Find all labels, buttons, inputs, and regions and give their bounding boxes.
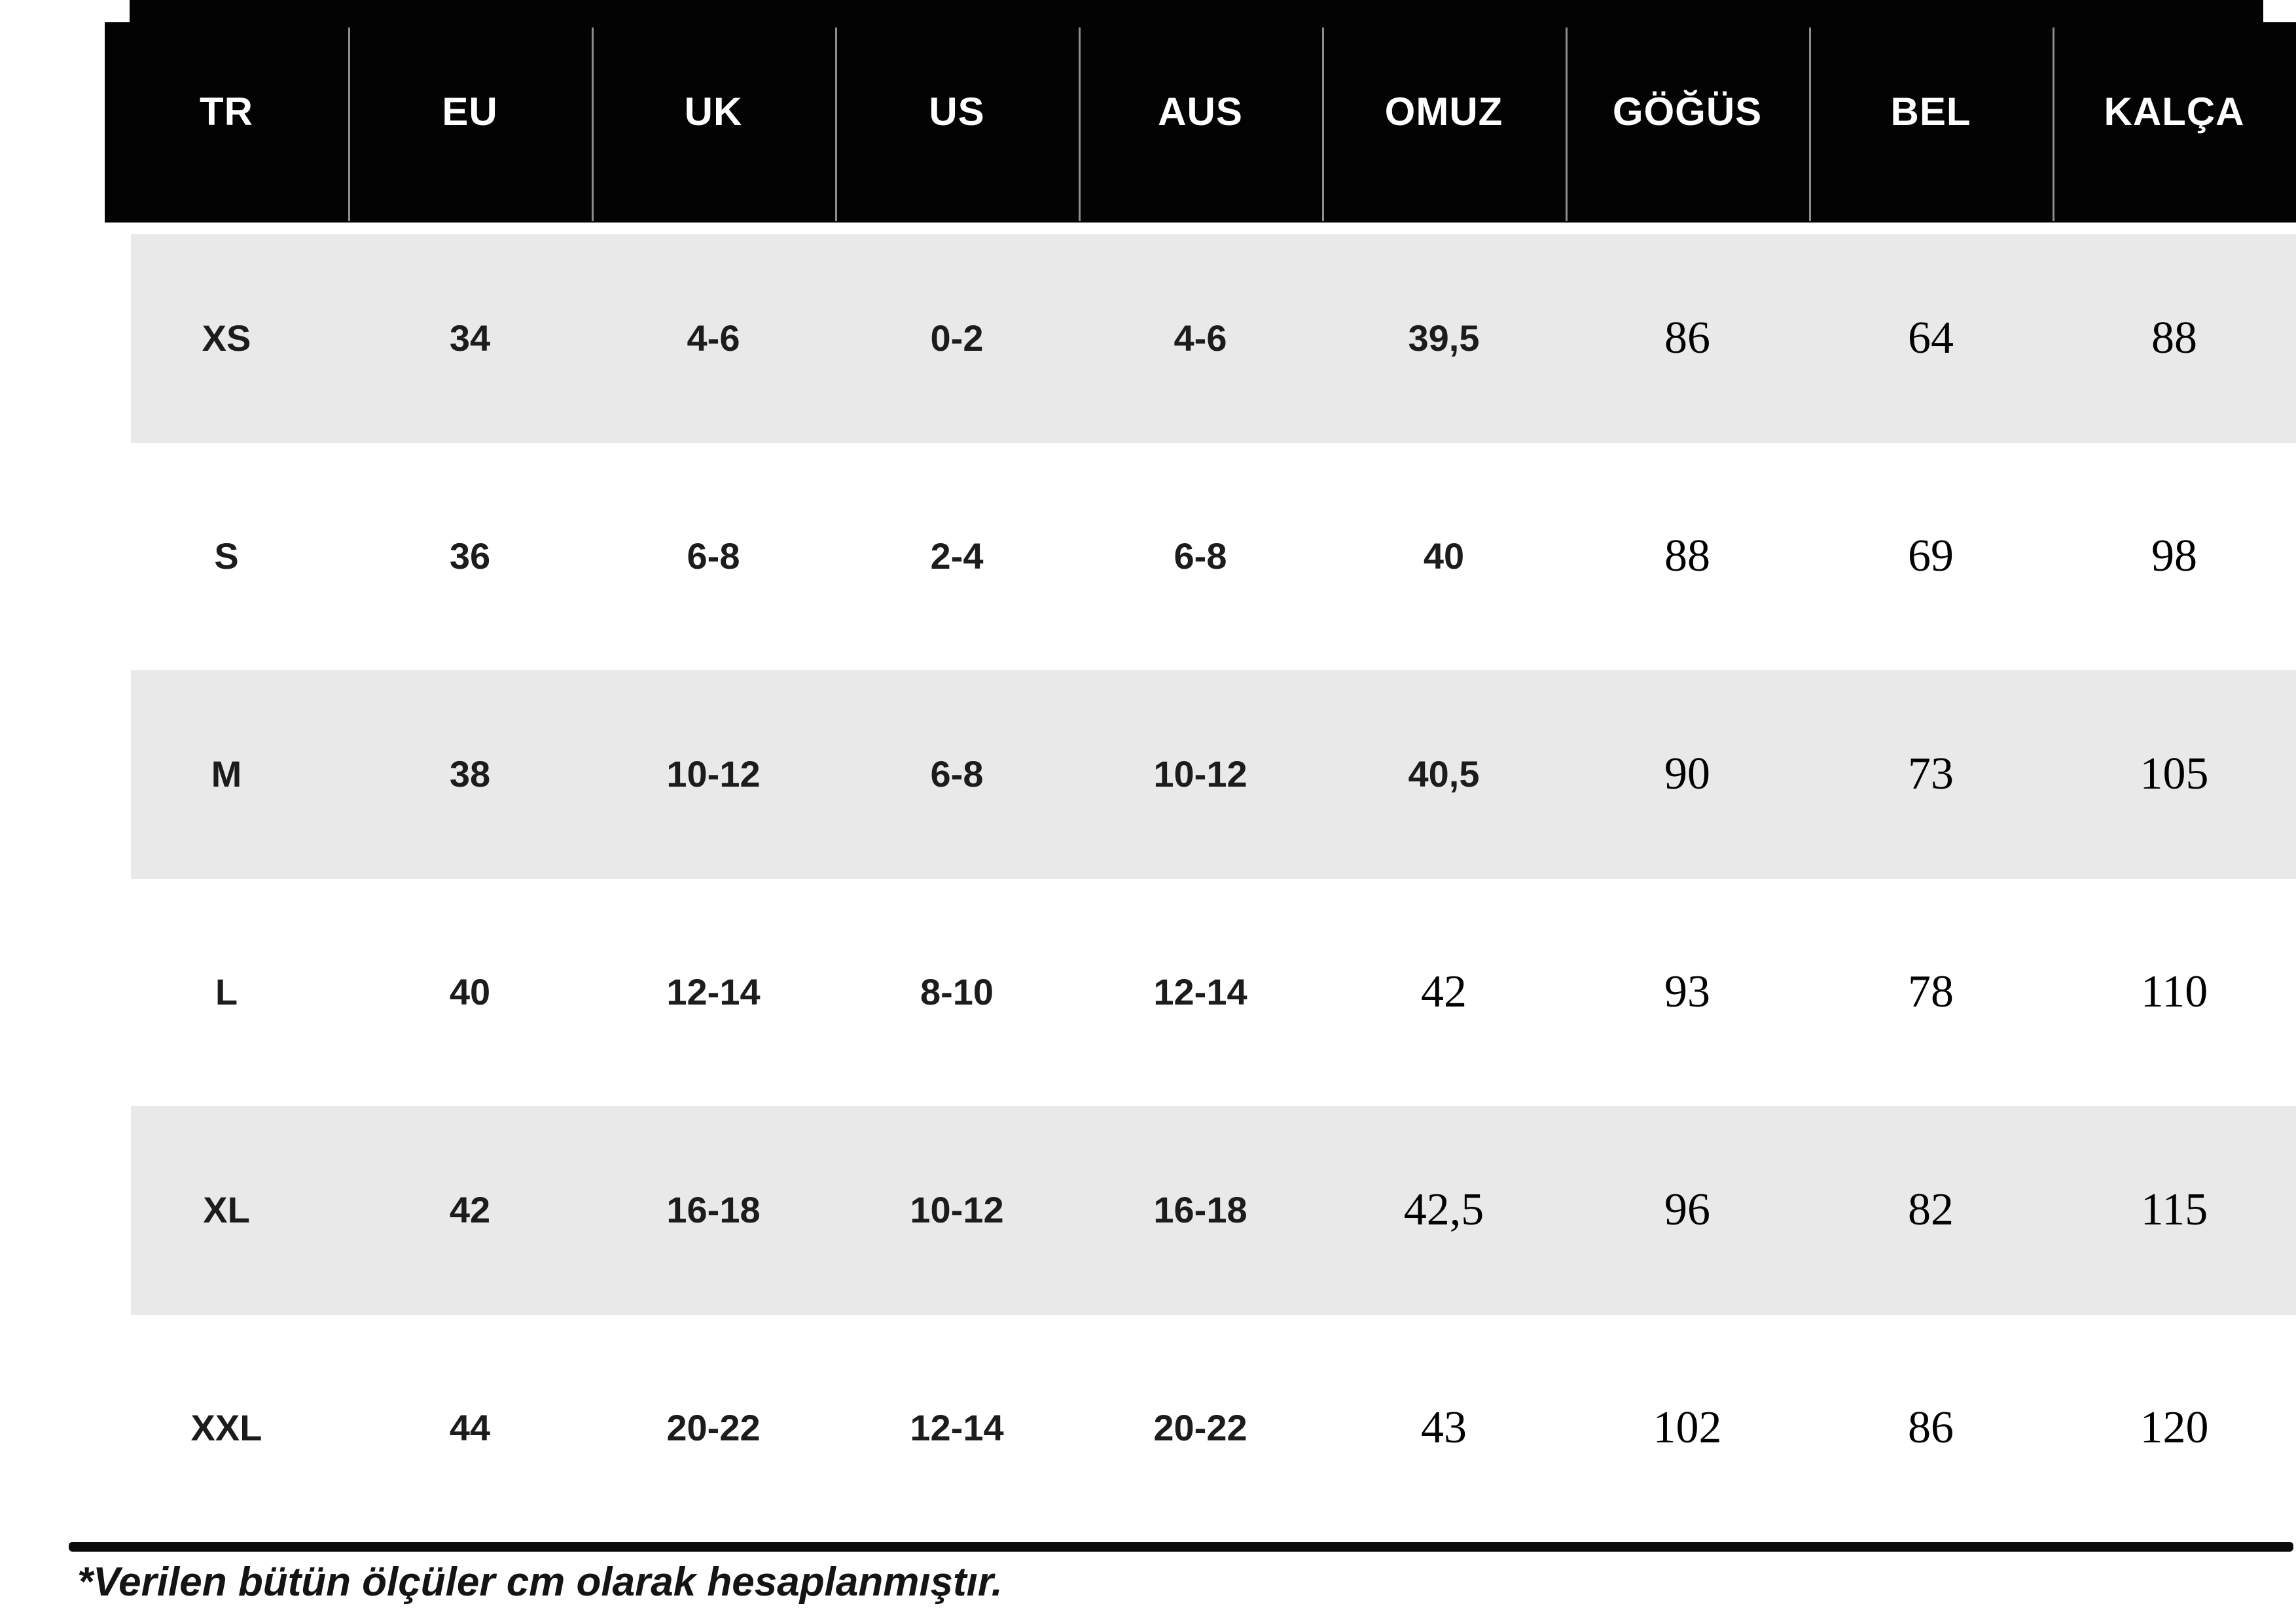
header-column-divider: [592, 27, 594, 221]
table-cell: 34: [449, 317, 491, 359]
table-cell: 69: [1908, 530, 1954, 581]
table-cell: 115: [2140, 1184, 2208, 1235]
table-cell: 39,5: [1408, 317, 1480, 359]
table-cell: 88: [2151, 312, 2197, 363]
table-cell: 36: [449, 535, 491, 577]
footnote-text: *Verilen bütün ölçüler cm olarak hesapla…: [77, 1560, 1003, 1605]
row-stripe: [131, 234, 2296, 443]
table-header-bar: [105, 0, 2296, 223]
size-label-cell: M: [211, 753, 242, 794]
size-label-cell: L: [215, 971, 238, 1012]
table-header-cell: OMUZ: [1384, 89, 1503, 134]
table-cell: 120: [2140, 1402, 2209, 1453]
table-header-cell: UK: [684, 89, 743, 134]
table-cell: 38: [449, 753, 491, 794]
table-cell: 20-22: [1153, 1407, 1247, 1448]
table-cell: 12-14: [666, 971, 761, 1012]
table-cell: 10-12: [666, 753, 761, 794]
table-cell: 102: [1653, 1402, 1722, 1453]
scan-notch-top-left: [105, 0, 130, 22]
table-cell: 4-6: [1174, 317, 1227, 359]
table-cell: 82: [1908, 1184, 1954, 1235]
table-cell: 86: [1664, 312, 1710, 363]
table-cell: 96: [1664, 1184, 1710, 1235]
table-cell: 42: [449, 1189, 491, 1230]
table-cell: 43: [1421, 1402, 1467, 1453]
table-cell: 93: [1664, 966, 1710, 1017]
table-header-cell: BEL: [1890, 89, 1971, 134]
table-cell: 6-8: [1174, 535, 1227, 577]
footnote-divider: [69, 1542, 2293, 1552]
header-column-divider: [1566, 27, 1568, 221]
table-header-cell: AUS: [1158, 89, 1243, 134]
table-cell: 20-22: [666, 1407, 761, 1448]
header-column-divider: [348, 27, 350, 221]
table-cell: 78: [1908, 966, 1954, 1017]
table-cell: 86: [1908, 1402, 1954, 1453]
table-cell: 12-14: [910, 1407, 1004, 1448]
row-stripe: [131, 670, 2296, 879]
table-cell: 110: [2140, 966, 2208, 1017]
table-cell: 40: [449, 971, 491, 1012]
table-cell: 105: [2140, 748, 2209, 799]
table-cell: 40,5: [1408, 753, 1480, 794]
table-cell: 16-18: [1153, 1189, 1247, 1230]
size-label-cell: XS: [202, 317, 251, 359]
table-cell: 6-8: [687, 535, 740, 577]
table-cell: 0-2: [930, 317, 984, 359]
table-cell: 2-4: [930, 535, 984, 577]
table-cell: 73: [1908, 748, 1954, 799]
table-header-cell: KALÇA: [2104, 89, 2245, 134]
header-column-divider: [1079, 27, 1081, 221]
size-label-cell: XXL: [190, 1407, 262, 1448]
table-cell: 10-12: [910, 1189, 1004, 1230]
table-header-cell: GÖĞÜS: [1612, 89, 1763, 134]
table-cell: 42,5: [1403, 1184, 1484, 1235]
header-column-divider: [1809, 27, 1811, 221]
table-cell: 6-8: [930, 753, 984, 794]
table-cell: 42: [1421, 966, 1467, 1017]
size-label-cell: S: [214, 535, 239, 577]
table-cell: 88: [1664, 530, 1710, 581]
header-column-divider: [835, 27, 837, 221]
header-column-divider: [2053, 27, 2054, 221]
table-cell: 44: [449, 1407, 491, 1448]
table-cell: 98: [2151, 530, 2197, 581]
table-cell: 4-6: [687, 317, 740, 359]
table-cell: 12-14: [1153, 971, 1247, 1012]
row-stripe: [131, 1106, 2296, 1315]
table-cell: 8-10: [920, 971, 994, 1012]
table-cell: 90: [1664, 748, 1710, 799]
scan-notch-top-right: [2263, 0, 2296, 22]
header-column-divider: [1322, 27, 1324, 221]
table-cell: 40: [1423, 535, 1465, 577]
table-cell: 64: [1908, 312, 1954, 363]
table-header-cell: EU: [442, 89, 498, 134]
table-cell: 16-18: [666, 1189, 761, 1230]
size-label-cell: XL: [203, 1189, 250, 1230]
table-header-cell: TR: [200, 89, 253, 134]
table-header-cell: US: [929, 89, 985, 134]
table-cell: 10-12: [1153, 753, 1247, 794]
